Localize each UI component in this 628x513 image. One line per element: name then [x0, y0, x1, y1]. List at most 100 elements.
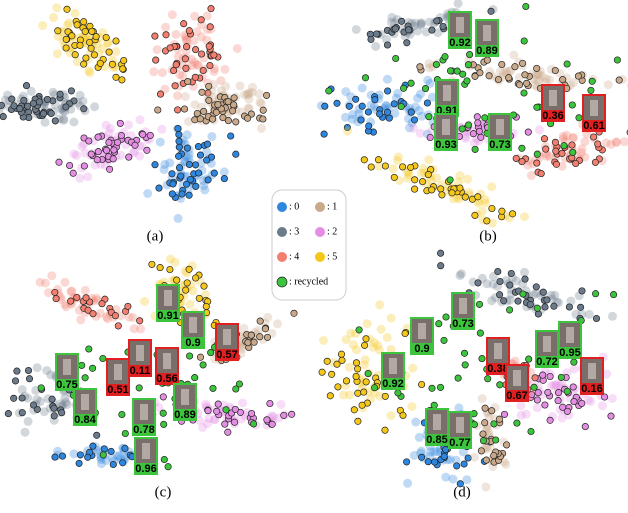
faint-point — [23, 393, 33, 403]
faint-point — [98, 44, 107, 54]
point — [551, 138, 559, 146]
faint-point — [535, 125, 544, 135]
point — [206, 23, 214, 31]
thumbnail-digit — [590, 100, 598, 116]
point — [248, 409, 256, 418]
point — [114, 322, 122, 330]
point — [326, 392, 334, 400]
faint-point — [456, 269, 466, 279]
point — [175, 152, 183, 160]
faint-point — [375, 391, 385, 401]
thumbnail-score: 0.73 — [452, 318, 473, 330]
point — [364, 370, 372, 378]
faint-point — [568, 132, 578, 142]
point — [230, 94, 238, 102]
point — [24, 102, 32, 110]
thumbnail-score: 0.92 — [449, 37, 470, 49]
legend-label: : 3 — [289, 226, 299, 237]
faint-point — [454, 403, 464, 413]
point — [421, 85, 430, 93]
faint-point — [253, 325, 263, 335]
point — [357, 116, 365, 124]
faint-point — [607, 394, 617, 403]
thumbnail-digit — [418, 323, 426, 339]
point — [268, 420, 276, 428]
faint-point — [32, 363, 42, 373]
point — [106, 165, 114, 173]
point — [25, 375, 34, 383]
faint-point — [75, 173, 85, 183]
faint-point — [516, 401, 526, 411]
faint-point — [239, 323, 249, 333]
faint-point — [184, 117, 193, 127]
point — [168, 190, 176, 198]
faint-point — [411, 417, 421, 427]
point — [453, 462, 461, 470]
point — [109, 460, 117, 469]
faint-point — [474, 198, 484, 208]
point — [98, 300, 106, 308]
point — [539, 288, 547, 296]
faint-point — [373, 341, 383, 351]
faint-point — [159, 165, 169, 175]
point — [166, 265, 174, 274]
faint-point — [135, 115, 145, 125]
point — [192, 161, 200, 169]
point — [121, 444, 129, 452]
point — [411, 185, 419, 193]
point — [191, 73, 199, 81]
faint-point — [157, 68, 167, 78]
point — [524, 128, 532, 136]
point — [503, 441, 511, 449]
point — [203, 140, 212, 148]
thumbnail: 0.73 — [488, 113, 512, 151]
faint-point — [221, 81, 231, 91]
point — [196, 151, 205, 159]
point — [82, 54, 90, 62]
point — [193, 109, 201, 118]
point — [209, 384, 217, 392]
point — [354, 389, 362, 397]
point — [511, 63, 519, 71]
thumbnail: 0.77 — [448, 411, 472, 449]
point — [120, 56, 128, 65]
point — [84, 306, 92, 314]
point — [62, 44, 70, 52]
point — [498, 207, 506, 215]
point — [477, 447, 485, 455]
point — [222, 406, 230, 414]
thumbnail: 0.89 — [173, 383, 197, 421]
point — [169, 180, 177, 188]
point — [407, 79, 415, 87]
faint-point — [173, 91, 183, 101]
faint-point — [606, 139, 616, 149]
faint-point — [182, 36, 192, 46]
point — [433, 17, 441, 25]
faint-point — [129, 147, 139, 156]
thumbnail: 0.89 — [475, 19, 499, 57]
point — [235, 380, 243, 388]
point — [266, 399, 274, 408]
faint-point — [59, 115, 69, 125]
faint-point — [160, 159, 170, 169]
faint-point — [80, 148, 90, 158]
faint-point — [182, 35, 191, 45]
faint-point — [143, 189, 153, 198]
point — [156, 264, 164, 272]
faint-point — [236, 414, 246, 424]
faint-point — [46, 370, 56, 380]
faint-point — [170, 257, 180, 267]
faint-point — [523, 160, 533, 170]
faint-point — [247, 87, 257, 97]
faint-point — [415, 128, 425, 138]
point — [591, 158, 599, 166]
point — [350, 406, 358, 414]
point — [210, 51, 218, 59]
point — [280, 411, 288, 419]
faint-point — [244, 94, 254, 104]
point — [47, 109, 55, 117]
point — [231, 418, 239, 426]
point — [85, 345, 93, 353]
faint-point — [91, 293, 101, 303]
point — [442, 446, 450, 454]
